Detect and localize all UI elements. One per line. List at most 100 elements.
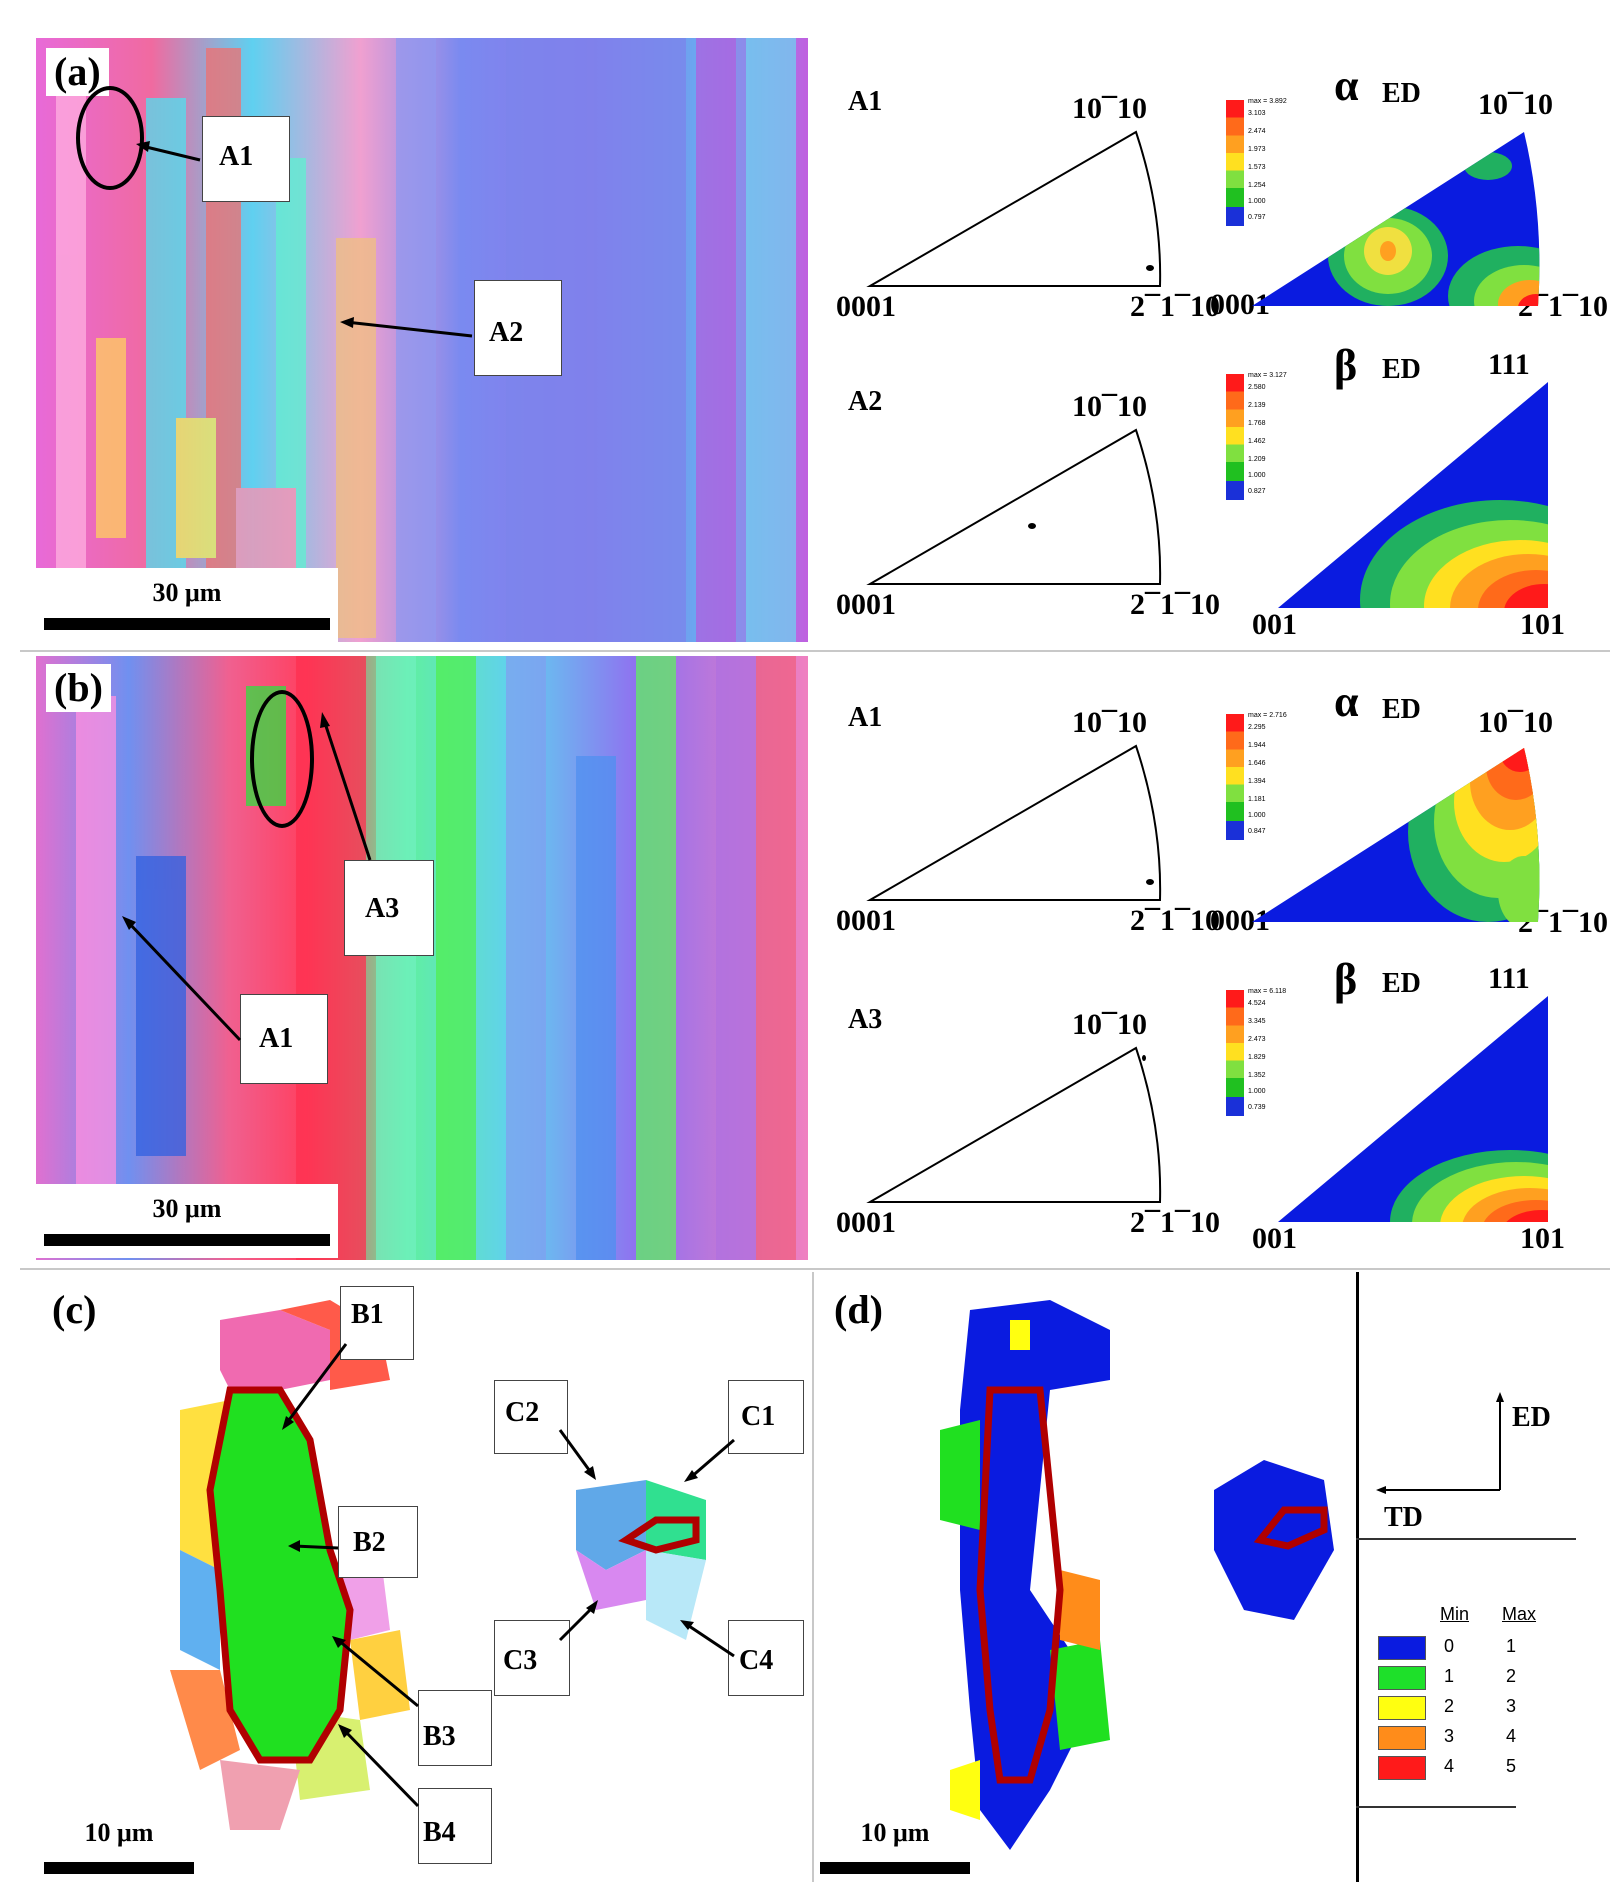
arrows-a	[136, 141, 473, 338]
scalebar-b-bar	[44, 1234, 330, 1246]
scalebar-b-label: 30 μm	[152, 1194, 222, 1223]
ipf-2-tick-0: 2.580	[1248, 384, 1266, 391]
td-axis-label: TD	[1384, 1502, 1423, 1533]
panel-label-b: (b)	[46, 664, 111, 712]
scalebar-d-bar	[820, 1862, 970, 1874]
grain-map-d	[940, 1300, 1110, 1850]
ipf-4-max: max = 6.118	[1248, 988, 1287, 995]
ipf-2-tick-5: 1.000	[1248, 472, 1266, 479]
pf-a2-right-label: 2¯1¯10	[1130, 588, 1220, 621]
ipf-3-dir: ED	[1382, 694, 1421, 725]
legend-max-value: 3	[1506, 1696, 1517, 1716]
scalebar-a: 30 μm	[36, 568, 338, 642]
ipf-3-top-label: 10¯10	[1478, 706, 1553, 739]
legend-swatch	[1378, 1636, 1426, 1660]
legend-min-value: 3	[1444, 1726, 1455, 1746]
legend-vertical-line	[1356, 1272, 1359, 1882]
pf-b-a1-point	[1146, 879, 1154, 885]
pf-a2-left-label: 0001	[836, 588, 896, 621]
pf-a1-left-label: 0001	[836, 290, 896, 323]
legend-min-value: 1	[1444, 1666, 1455, 1686]
ipf-3-tick-5: 1.000	[1248, 812, 1266, 819]
ipf-1-tick-2: 1.973	[1248, 146, 1266, 153]
ipf-4-sector	[1278, 996, 1548, 1222]
ipf-3-tick-2: 1.646	[1248, 760, 1266, 767]
ipf-2-right-label: 101	[1520, 608, 1565, 641]
arrows-c	[282, 1343, 735, 1808]
legend-max-value: 2	[1506, 1666, 1517, 1686]
callout-a1: A1	[202, 116, 290, 202]
callout-a1-b: A1	[240, 994, 328, 1084]
grain-map-c	[170, 1300, 410, 1830]
pf-b-a1-left-label: 0001	[836, 904, 896, 937]
legend-min-value: 0	[1444, 1636, 1455, 1656]
ipf-4-right-label: 101	[1520, 1222, 1565, 1255]
legend-max-value: 1	[1506, 1636, 1517, 1656]
ipf-3-tick-1: 1.944	[1248, 742, 1266, 749]
ipf-1-max: max = 3.892	[1248, 98, 1287, 105]
pf-a3-right-label: 2¯1¯10	[1130, 1206, 1220, 1239]
pf-a1-top-label: 10¯10	[1072, 92, 1147, 125]
pf-a1-point	[1146, 265, 1154, 271]
pf-a2-point	[1028, 523, 1036, 529]
ipf-1-tick-4: 1.254	[1248, 182, 1266, 189]
ipf-4-tick-5: 1.000	[1248, 1088, 1266, 1095]
ipf-3-phase: α	[1334, 677, 1359, 726]
ipf-4-left-label: 001	[1252, 1222, 1297, 1255]
ipf-4-phase: β	[1334, 955, 1358, 1004]
ipf-1-phase: α	[1334, 61, 1359, 110]
pf-b-a1-title: A1	[848, 702, 883, 733]
callout-a2-label: A2	[489, 317, 524, 348]
ipf-1-tick-0: 3.103	[1248, 110, 1266, 117]
callout-b3: B3	[418, 1690, 492, 1766]
legend-swatch	[1378, 1696, 1426, 1720]
ipf-2-dir: ED	[1382, 354, 1421, 385]
callout-c4-label: C4	[739, 1645, 774, 1676]
callout-a3-label: A3	[365, 893, 400, 924]
highlight-ellipse-a1	[76, 86, 144, 190]
callout-a3: A3	[344, 860, 434, 956]
ipf-3-tick-3: 1.394	[1248, 778, 1266, 785]
ipf-2-sector	[1278, 382, 1548, 608]
legend-swatch	[1378, 1756, 1426, 1780]
ipf-4-tick-2: 2.473	[1248, 1036, 1266, 1043]
ipf-4-dir: ED	[1382, 968, 1421, 999]
pf-b-a1-sector	[866, 744, 1162, 901]
callout-a2: A2	[474, 280, 562, 376]
ipf-2-tick-4: 1.209	[1248, 456, 1266, 463]
scalebar-a-bar	[44, 618, 330, 630]
callout-b4-label: B4	[423, 1817, 456, 1848]
ipf-2-tick-3: 1.462	[1248, 438, 1266, 445]
callout-b1-label: B1	[351, 1299, 384, 1330]
separator-vertical	[812, 1272, 814, 1882]
ebsd-map-a-svg	[36, 38, 808, 642]
legend-max-value: 4	[1506, 1726, 1517, 1746]
ipf-1-top-label: 10¯10	[1478, 88, 1553, 121]
scalebar-d-label: 10 μm	[860, 1818, 930, 1847]
callout-c1-label: C1	[741, 1401, 776, 1432]
ipf-3-tick-0: 2.295	[1248, 724, 1266, 731]
highlight-ellipse-a3	[250, 690, 314, 828]
panel-label-d: (d)	[834, 1287, 883, 1332]
ebsd-map-b-svg	[36, 656, 808, 1260]
ipf-4-tick-6: 0.739	[1248, 1104, 1266, 1111]
ipf-2-max: max = 3.127	[1248, 372, 1287, 379]
callout-b4: B4	[418, 1788, 492, 1864]
callout-b2-label: B2	[353, 1527, 386, 1558]
ipf-2-colorbar	[1226, 374, 1244, 500]
arrows-b	[122, 712, 372, 1042]
scalebar-c-bar	[44, 1862, 194, 1874]
scalebar-a-label: 30 μm	[152, 578, 222, 607]
scalebar-b: 30 μm	[36, 1184, 338, 1258]
ipf-4-top-label: 111	[1488, 962, 1530, 995]
pf-a1-right-label: 2¯1¯10	[1130, 290, 1220, 323]
ed-axis-label: ED	[1512, 1402, 1551, 1433]
pf-a3-sector	[866, 1046, 1162, 1203]
ed-td-axes	[1376, 1392, 1504, 1494]
ipf-3-sector	[1252, 748, 1540, 922]
ipf-3-colorbar	[1226, 714, 1244, 840]
legend-hline-bottom	[1356, 1806, 1516, 1808]
ipf-2-top-label: 111	[1488, 348, 1530, 381]
legend-max-value: 5	[1506, 1756, 1517, 1776]
legend-max-header: Max	[1502, 1604, 1537, 1624]
